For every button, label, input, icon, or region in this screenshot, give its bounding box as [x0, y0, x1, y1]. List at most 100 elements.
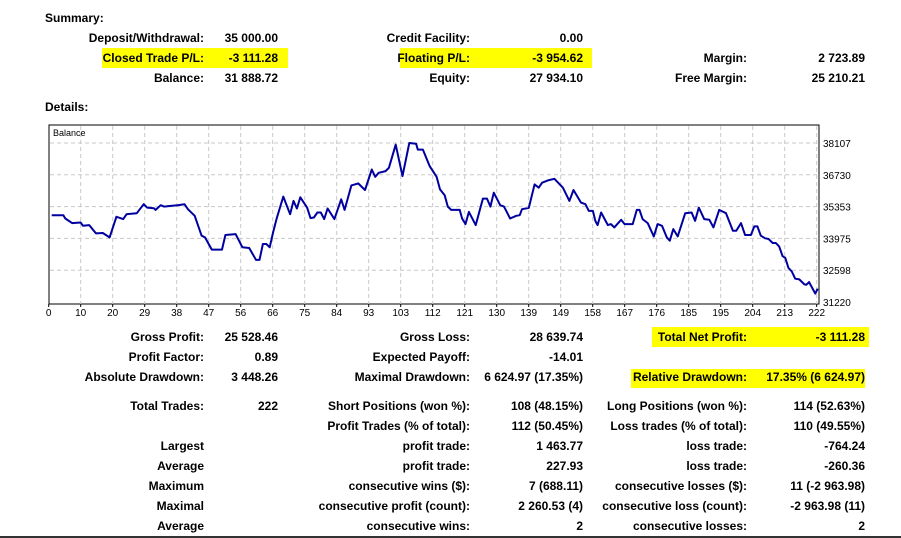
details-value-2: 1 463.77	[536, 439, 583, 453]
x-tick-label: 0	[46, 308, 52, 319]
details-value-2: 227.93	[546, 459, 583, 473]
details-value-3: 110 (49.55%)	[793, 419, 865, 433]
closed-pl-value: -3 111.28	[228, 51, 278, 65]
balance-label: Balance:	[153, 71, 204, 85]
details-heading: Details:	[45, 100, 89, 114]
details-value-2: -14.01	[548, 350, 583, 364]
closed-pl-label: Closed Trade P/L:	[102, 51, 204, 65]
details-label-2: Maximal Drawdown:	[354, 370, 470, 384]
x-tick-label: 112	[425, 308, 441, 319]
equity-value: 27 934.10	[529, 71, 583, 85]
closed-pl-highlight	[102, 48, 288, 68]
balance-value: 31 888.72	[224, 71, 278, 85]
x-tick-label: 56	[235, 308, 247, 319]
details-label-3: Loss trades (% of total):	[610, 419, 747, 433]
x-tick-label: 167	[616, 308, 633, 319]
equity-label: Equity:	[429, 71, 470, 85]
details-label-2: consecutive wins ($):	[348, 479, 470, 493]
details-label-1: Profit Factor:	[128, 350, 204, 364]
details-value-2: 108 (48.15%)	[510, 399, 583, 413]
details-label-2: Short Positions (won %):	[328, 399, 470, 413]
details-label-1: Maximum	[148, 479, 204, 493]
details-label-1: Average	[157, 519, 204, 533]
balance-chart: 38107 36730 35353 33975 32598 31220 0 10 20 29 38 4…	[46, 124, 851, 319]
y-tick-label: 31220	[823, 298, 851, 309]
details-value-3: 17.35% (6 624.97)	[766, 370, 865, 384]
x-tick-label: 222	[808, 308, 825, 319]
floating-pl-value: -3 954.62	[532, 51, 583, 65]
details-value-2: 2	[576, 519, 583, 533]
details-value-1: 222	[257, 399, 278, 413]
x-tick-label: 75	[299, 308, 311, 319]
details-label-3: consecutive loss (count):	[602, 499, 747, 513]
y-tick-label: 36730	[823, 171, 851, 182]
details-value-3: -260.36	[824, 459, 865, 473]
x-tick-label: 149	[552, 308, 569, 319]
total-net-profit-highlight	[652, 327, 869, 347]
details-label-3: Total Net Profit:	[657, 330, 747, 344]
details-label-2: Profit Trades (% of total):	[327, 419, 470, 433]
summary-heading: Summary:	[45, 11, 104, 25]
details-label-1: Average	[157, 459, 204, 473]
details-value-2: 7 (688.11)	[528, 479, 583, 493]
x-tick-label: 158	[584, 308, 601, 319]
x-tick-label: 10	[75, 308, 87, 319]
details-value-2: 112 (50.45%)	[511, 419, 583, 433]
x-tick-label: 185	[680, 308, 697, 319]
x-tick-label: 204	[744, 308, 761, 319]
x-tick-label: 139	[520, 308, 537, 319]
details-value-3: -3 111.28	[815, 330, 865, 344]
details-label-3: Long Positions (won %):	[607, 399, 747, 413]
details-label-1: Total Trades:	[130, 399, 204, 413]
details-value-3: -764.24	[824, 439, 865, 453]
margin-label: Margin:	[703, 51, 747, 65]
y-tick-label: 32598	[823, 266, 851, 277]
x-tick-label: 20	[107, 308, 119, 319]
x-tick-label: 38	[171, 308, 183, 319]
y-tick-label: 38107	[823, 139, 851, 150]
details-value-1: 3 448.26	[231, 370, 278, 384]
chart-frame	[48, 124, 820, 305]
details-value-3: 114 (52.63%)	[793, 399, 865, 413]
x-tick-label: 66	[267, 308, 279, 319]
x-tick-label: 47	[203, 308, 215, 319]
credit-value: 0.00	[559, 31, 583, 45]
relative-drawdown-highlight	[631, 369, 865, 388]
details-label-3: consecutive losses ($):	[614, 479, 747, 493]
details-value-3: 2	[858, 519, 865, 533]
balance-line	[51, 142, 819, 295]
details-label-3: Relative Drawdown:	[632, 370, 747, 384]
details-value-3: -2 963.98 (11)	[790, 499, 865, 513]
y-tick-label: 33975	[823, 234, 851, 245]
x-tick-label: 29	[139, 308, 151, 319]
details-value-2: 2 260.53 (4)	[518, 499, 583, 513]
details-label-1: Maximal	[156, 499, 204, 513]
details-label-2: Gross Loss:	[399, 330, 470, 344]
y-tick-label: 35353	[823, 203, 851, 214]
details-value-3: 11 (-2 963.98)	[790, 479, 865, 493]
chart-title: Balance	[53, 128, 86, 138]
details-label-3: loss trade:	[686, 439, 747, 453]
bottom-divider	[0, 536, 901, 538]
details-label-2: consecutive wins:	[366, 519, 470, 533]
details-label-2: consecutive profit (count):	[318, 499, 470, 513]
free-margin-label: Free Margin:	[674, 71, 747, 85]
floating-pl-label: Floating P/L:	[397, 51, 470, 65]
details-label-3: consecutive losses:	[632, 519, 747, 533]
details-value-2: 28 639.74	[529, 330, 583, 344]
x-tick-label: 84	[331, 308, 343, 319]
details-value-1: 25 528.46	[224, 330, 278, 344]
deposit-label: Deposit/Withdrawal:	[88, 31, 204, 45]
x-tick-label: 213	[776, 308, 793, 319]
details-value-2: 6 624.97 (17.35%)	[484, 370, 583, 384]
x-tick-label: 121	[456, 308, 473, 319]
deposit-value: 35 000.00	[224, 31, 278, 45]
details-label-1: Gross Profit:	[130, 330, 204, 344]
details-label-1: Largest	[160, 439, 204, 453]
details-label-2: profit trade:	[402, 459, 470, 473]
details-value-1: 0.89	[254, 350, 278, 364]
details-label-2: Expected Payoff:	[372, 350, 470, 364]
x-tick-label: 103	[392, 308, 409, 319]
details-label-1: Absolute Drawdown:	[84, 370, 204, 384]
x-tick-label: 195	[712, 308, 729, 319]
